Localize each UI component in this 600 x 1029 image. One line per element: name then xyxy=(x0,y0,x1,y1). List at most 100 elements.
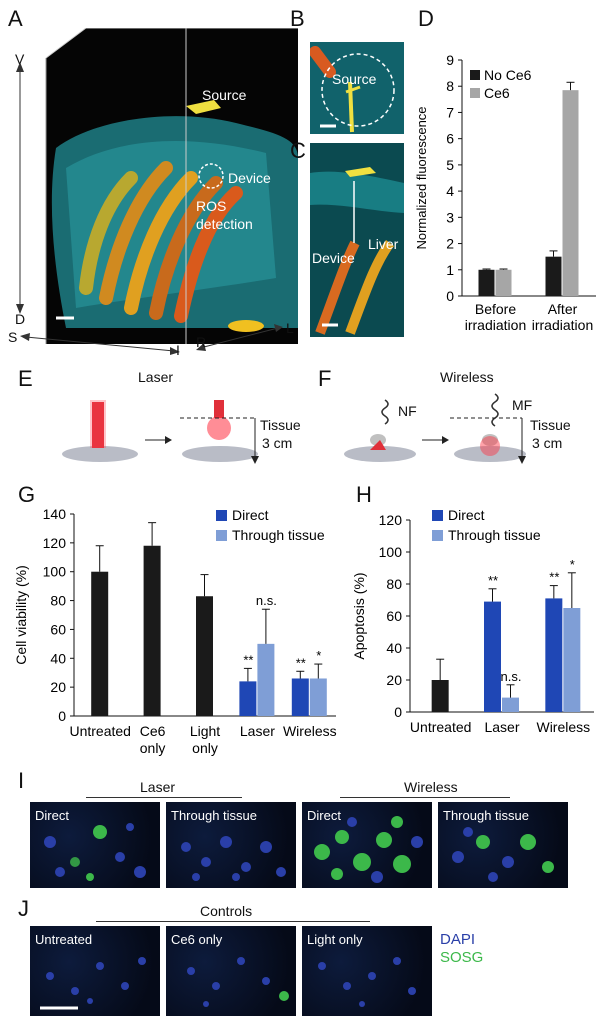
chart-g: 0 20 40 60 80 100 120 140 Cell viability (%) Untr… xyxy=(13,506,337,756)
j-image-ce6-only-cells xyxy=(187,957,289,1007)
h-legend-swatch xyxy=(432,510,443,521)
f-tissue: Tissue xyxy=(530,417,571,433)
d-bar xyxy=(562,90,579,297)
i-image-laser-direct-cells xyxy=(44,823,146,881)
b-source-annotation: Source xyxy=(332,71,377,87)
d-legend-label: Ce6 xyxy=(484,85,510,101)
d-y-tick-label: 1 xyxy=(446,262,454,278)
g-x-tick-label: Untreated xyxy=(69,723,130,739)
b-source-image-svg xyxy=(310,42,404,134)
j-legend-sosg: SOSG xyxy=(440,949,484,966)
g-bar xyxy=(257,643,275,716)
i-image-wireless-tissue: Through tissue xyxy=(438,802,568,888)
g-legend-label: Direct xyxy=(232,507,269,523)
g-x-tick-label: Ce6 xyxy=(140,723,166,739)
panel-label-h: H xyxy=(356,482,372,507)
j-controls-bracket xyxy=(96,921,370,922)
g-bar xyxy=(309,678,327,716)
i-image-label: Direct xyxy=(307,808,341,823)
h-significance-label: ** xyxy=(488,573,498,588)
h-x-tick-label: Laser xyxy=(484,719,519,735)
c-liver-image-svg xyxy=(310,143,404,337)
i-laser-bracket xyxy=(86,797,242,798)
h-bar xyxy=(545,598,563,712)
g-x-tick-label: only xyxy=(192,740,218,756)
g-y-tick-label: 100 xyxy=(43,564,67,580)
h-significance-label: ** xyxy=(549,570,559,585)
h-y-tick-label: 120 xyxy=(379,512,403,528)
h-y-tick-label: 0 xyxy=(394,704,402,720)
panel-label-i: I xyxy=(18,768,25,793)
g-y-tick-label: 80 xyxy=(50,593,66,609)
f-mf-label: MF xyxy=(512,397,533,413)
i-wireless-bracket xyxy=(340,797,510,798)
d-bar xyxy=(495,269,512,296)
d-y-tick-label: 5 xyxy=(446,157,454,173)
j-image-ce6-only: Ce6 only xyxy=(166,926,296,1016)
ct-3d-rendering: Source Device ROS detection xyxy=(36,28,298,344)
h-x-tick-label: Untreated xyxy=(410,719,471,735)
e-laser-schematic xyxy=(62,400,259,464)
a-device-annotation: Device xyxy=(228,170,271,186)
d-x-tick-label: irradiation xyxy=(532,317,593,333)
g-bar xyxy=(143,545,161,716)
f-title: Wireless xyxy=(440,369,494,385)
j-image-label: Untreated xyxy=(35,932,93,947)
d-y-tick-label: 2 xyxy=(446,236,454,252)
h-bar xyxy=(484,601,501,712)
g-y-tick-label: 120 xyxy=(43,535,67,551)
h-y-tick-label: 80 xyxy=(386,576,402,592)
h-significance-label: n.s. xyxy=(501,669,522,684)
g-bar xyxy=(196,596,213,716)
i-image-laser-tissue: Through tissue xyxy=(166,802,296,888)
g-significance-label: * xyxy=(316,648,321,663)
g-legend-label: Through tissue xyxy=(232,527,325,543)
a-axis-r: R xyxy=(196,334,207,350)
h-y-tick-label: 60 xyxy=(386,608,402,624)
j-image-light-only: Light only xyxy=(302,926,432,1016)
d-x-tick-label: irradiation xyxy=(465,317,526,333)
h-x-tick-label: Wireless xyxy=(536,719,590,735)
g-bar xyxy=(91,571,109,716)
g-legend-swatch xyxy=(216,510,227,521)
g-bar xyxy=(291,678,309,716)
d-bar xyxy=(478,269,495,296)
h-bar xyxy=(563,608,581,712)
i-image-wireless-direct: Direct xyxy=(302,802,432,888)
d-y-axis-title: Normalized fluorescence xyxy=(414,106,429,249)
j-image-label: Light only xyxy=(307,932,363,947)
d-bar xyxy=(545,256,562,296)
d-y-tick-label: 6 xyxy=(446,131,454,147)
panel-label-e: E xyxy=(18,366,33,391)
i-image-laser-tissue-cells xyxy=(181,836,286,881)
g-y-tick-label: 20 xyxy=(50,679,66,695)
f-wireless-schematic xyxy=(344,393,526,464)
d-y-tick-label: 9 xyxy=(446,52,454,68)
g-significance-label: ** xyxy=(243,652,253,667)
d-y-tick-label: 8 xyxy=(446,78,454,94)
a-axis-d: D xyxy=(15,311,26,327)
e-depth: 3 cm xyxy=(262,435,293,451)
i-image-wireless-direct-cells xyxy=(314,816,423,883)
j-image-label: Ce6 only xyxy=(171,932,223,947)
i-group-laser: Laser xyxy=(140,779,176,795)
h-y-tick-label: 100 xyxy=(379,544,403,560)
g-x-tick-label: Laser xyxy=(240,723,275,739)
d-x-tick-label: Before xyxy=(475,301,516,317)
g-y-tick-label: 140 xyxy=(43,506,67,522)
h-legend-label: Through tissue xyxy=(448,527,541,543)
d-legend-swatch xyxy=(470,88,480,98)
d-legend-label: No Ce6 xyxy=(484,67,532,83)
a-axis-s: S xyxy=(8,329,18,345)
chart-h: 0 20 40 60 80 100 120 Apoptosis (%) Untreated ** n… xyxy=(351,507,594,735)
d-y-tick-label: 7 xyxy=(446,104,454,120)
g-significance-label: n.s. xyxy=(256,593,277,608)
a-ros-annotation: ROS detection xyxy=(196,198,253,232)
j-image-untreated-cells xyxy=(40,957,146,1010)
c-device-annotation: Device xyxy=(312,250,355,266)
i-group-wireless: Wireless xyxy=(404,779,458,795)
d-y-tick-label: 4 xyxy=(446,183,454,199)
i-image-label: Direct xyxy=(35,808,69,823)
h-y-tick-label: 40 xyxy=(386,640,402,656)
h-y-axis-title: Apoptosis (%) xyxy=(351,572,367,659)
